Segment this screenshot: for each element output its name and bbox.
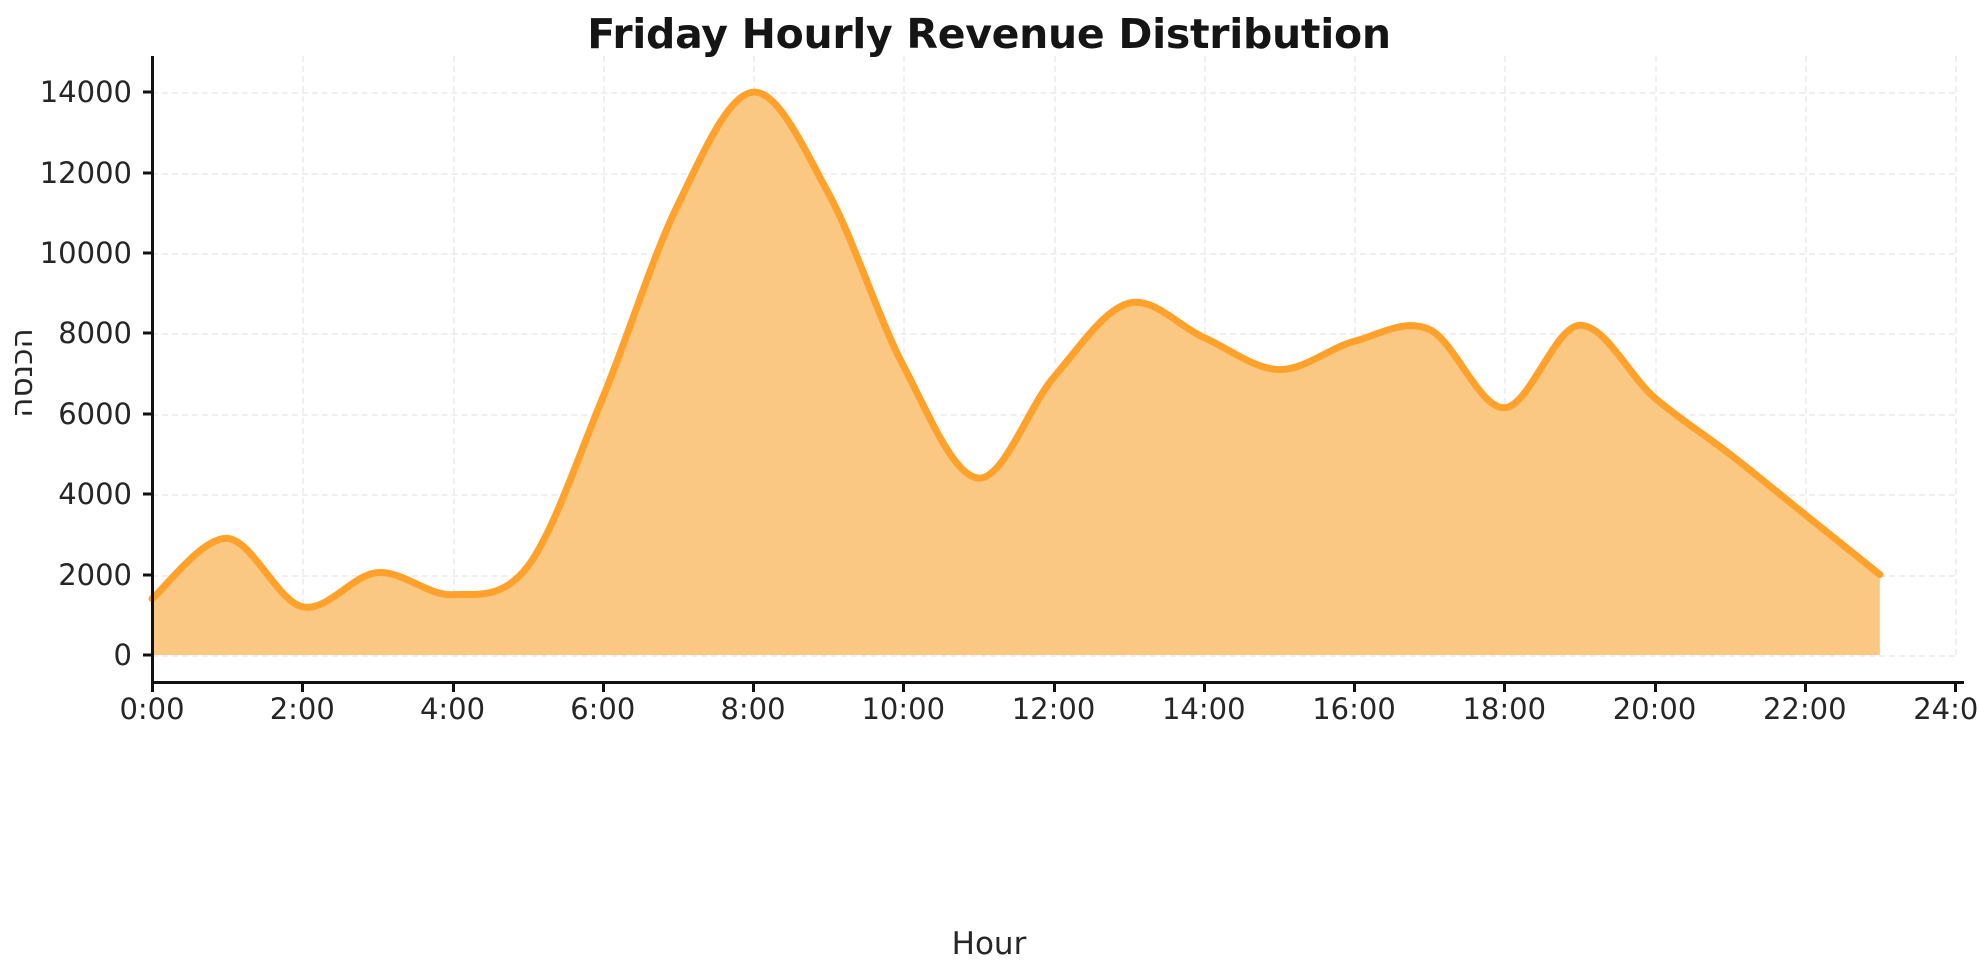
x-axis-tick-mark [752,681,755,692]
gridline-vertical [1955,56,1957,655]
y-axis-tick-label: 0 [113,638,132,672]
gridline-vertical [903,56,906,655]
x-axis-tick-label: 2:00 [269,692,335,726]
y-axis-tick-mark [143,90,154,94]
x-axis-tick-label: 10:00 [861,692,946,726]
x-axis-tick-label: 4:00 [419,692,486,726]
x-axis-tick-mark [301,681,305,692]
chart-title: Friday Hourly Revenue Distribution [587,10,1391,58]
y-axis-tick-label: 10000 [39,235,132,270]
x-axis-tick-label: 18:00 [1462,692,1547,726]
y-axis-tick-mark [143,653,154,657]
x-axis-tick-label: 22:00 [1762,692,1847,726]
gridline-vertical [1804,56,1807,655]
y-axis-spine [151,56,154,681]
revenue-line [148,88,1884,611]
gridline-vertical [602,56,605,655]
x-axis-tick-mark [151,681,154,692]
y-axis-tick-label: 14000 [39,75,132,110]
x-axis-spine [152,681,1964,684]
y-axis-tick-label: 4000 [58,477,132,512]
y-axis-tick-label: 6000 [58,396,132,431]
y-axis-tick-label: 8000 [58,316,132,351]
x-axis-tick-mark [1954,681,1957,692]
y-axis-tick-label: 2000 [58,557,132,592]
x-axis-tick-mark [1503,681,1507,692]
x-axis-tick-label: 12:00 [1011,692,1096,726]
x-axis-tick-label: 6:00 [570,692,636,726]
x-axis-tick-label: 20:00 [1612,692,1697,726]
plot-area [148,56,1955,656]
y-axis-tick-mark [143,251,154,255]
x-axis-tick-mark [451,681,455,692]
y-axis-tick-label: 12000 [39,155,132,190]
y-axis-tick-mark [143,331,154,335]
x-axis-tick-mark [1052,681,1056,692]
gridline-vertical [302,56,305,655]
x-axis-tick-mark [1202,681,1206,692]
y-axis-tick-mark [143,492,154,496]
y-axis-tick-mark [143,171,154,175]
y-axis-tick-mark [143,412,154,416]
x-axis-tick-label: 14:00 [1161,692,1246,726]
gridline-vertical [452,56,455,655]
x-axis-label: Hour [951,926,1027,962]
x-axis-tick-label: 24:00 [1913,692,1978,726]
x-axis-tick-mark [1803,681,1807,692]
revenue-area-fill [152,92,1880,656]
gridline-vertical [1504,56,1507,655]
x-axis-tick-label: 8:00 [720,692,786,726]
y-axis-tick-labels: 0 2000 4000 6000 8000 10000 12000 14000 [0,0,132,980]
x-axis-tick-mark [1353,681,1356,692]
gridline-vertical [1654,56,1657,655]
y-axis-tick-mark [143,573,154,577]
x-axis-tick-label: 16:00 [1312,692,1396,726]
x-axis-tick-mark [1653,681,1657,692]
area-chart-svg [148,88,1884,656]
gridline-vertical [1053,56,1056,655]
x-axis-tick-label: 0:00 [119,692,185,726]
y-axis-label: הכנסה [4,328,40,418]
x-axis-tick-mark [902,681,906,692]
x-axis-tick-mark [601,681,605,692]
gridline-horizontal [152,655,1955,657]
